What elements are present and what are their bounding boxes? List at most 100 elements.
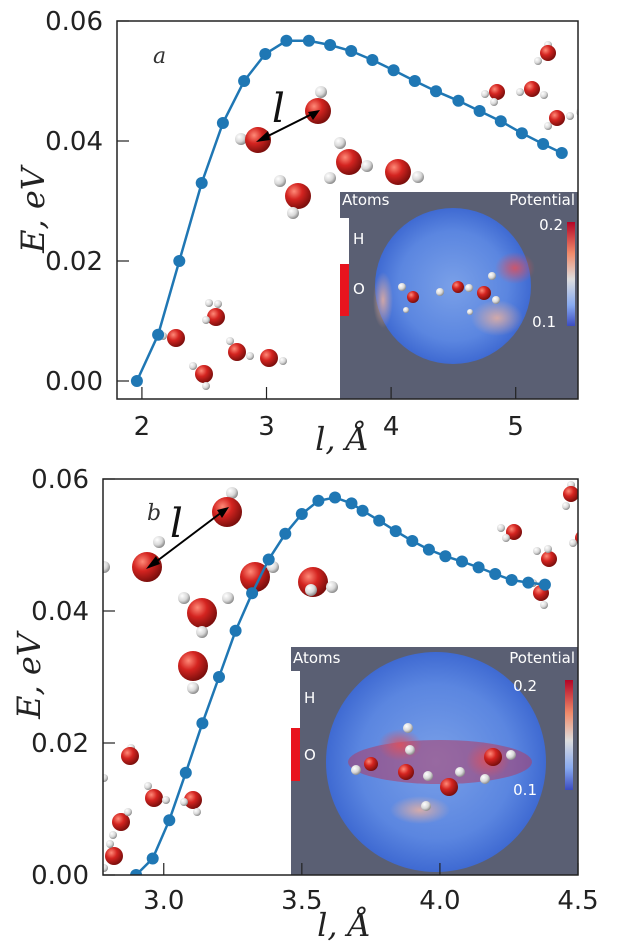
data-point [246,587,259,600]
data-point [473,105,486,117]
inset-atoms-label: Atoms [342,191,390,209]
y-tick-label: 0.06 [45,7,103,37]
data-point [262,553,275,566]
data-point [173,255,186,267]
data-point [537,138,550,150]
data-point [555,147,568,159]
y-tick-label: 0.02 [31,729,89,759]
data-point [146,852,159,865]
data-point [229,624,242,637]
data-point [515,127,528,140]
x-axis-label: l, Å [315,420,369,458]
data-point [312,494,325,507]
inset-h-label: H [353,230,364,248]
data-point [345,497,358,510]
data-point [345,45,358,57]
y-tick-label: 0.04 [31,597,89,627]
data-point [373,514,386,527]
data-point [439,550,452,563]
data-point [302,34,315,47]
x-axis-label: l, Å [317,906,371,943]
data-point [387,64,400,77]
plot-frame [116,20,579,400]
data-point [408,75,421,87]
colorbar-max-label: 0.2 [539,216,563,234]
data-point [196,717,209,730]
data-point [279,527,292,540]
y-tick-label: 0.02 [45,247,103,277]
data-point [456,555,468,568]
panel-letter-b: b [147,501,161,526]
data-point [472,561,485,574]
inset-o-label: O [353,280,365,298]
data-point [522,576,535,589]
data-point [452,94,465,107]
x-tick-label: 2 [134,412,151,442]
inset-atoms-label: Atoms [293,649,341,667]
data-point [366,54,379,66]
y-tick-label: 0.00 [31,861,89,891]
y-axis-label: E, eV [14,164,52,254]
x-tick-label: 5 [507,412,524,442]
inset-potential-label: Potential [509,649,575,667]
x-tick-label: 3 [258,412,275,442]
data-point [295,508,308,520]
panel-letter-a: a [153,44,166,69]
y-tick-label: 0.06 [31,465,89,495]
potential-inset: Atoms Potential H O 0.2 0.1 [340,191,578,399]
data-point [494,115,507,128]
inset-potential-label: Potential [509,191,575,209]
data-point [130,869,143,875]
o-legend-swatch [291,728,300,781]
data-point [130,375,143,387]
data-point [329,491,341,504]
colorbar-min-label: 0.1 [532,313,556,331]
data-point [163,814,176,827]
data-point [389,525,402,538]
data-point [422,543,435,556]
data-point [280,34,293,47]
colorbar [565,680,573,790]
l-annotation-label: l [272,86,285,132]
inset-o-label: O [304,746,316,764]
inset-h-label: H [304,689,315,707]
o-legend-swatch [340,264,349,316]
h-legend-swatch [340,218,349,264]
data-point [505,574,518,586]
data-point [195,177,208,189]
data-point [238,75,251,87]
x-tick-label: 4.0 [419,886,460,916]
x-tick-label: 4.5 [557,886,598,916]
x-tick-label: 3.5 [281,886,322,916]
inset-atoms [398,272,500,315]
data-point [152,328,165,341]
data-point [356,504,369,517]
colorbar-max-label: 0.2 [513,677,537,695]
data-point [324,39,337,51]
y-axis-label: E, eV [10,630,48,720]
colorbar-min-label: 0.1 [513,781,537,799]
h-legend-swatch [291,671,300,728]
l-arrow-annotation [146,507,229,569]
x-tick-label: 4 [383,412,400,442]
x-tick-label: 3.0 [143,886,184,916]
colorbar [567,222,575,326]
panel-b: Atoms Potential H O 0.2 0.1 3.0 3.5 4.0 4.5… [10,465,599,943]
data-point [538,578,551,591]
y-tick-label: 0.04 [45,127,103,157]
data-point [430,85,442,98]
molecule-illustration [159,41,578,390]
data-point [213,671,225,683]
potential-inset: Atoms Potential H O 0.2 0.1 [291,647,578,875]
data-point [489,568,502,580]
inset-atoms [351,723,516,811]
y-tick-label: 0.00 [45,367,103,397]
plot-frame [102,478,579,876]
data-point [259,48,272,60]
data-point [406,535,419,547]
panel-a: Atoms Potential H O 0.2 0.1 2 3 4 5 0.00 0.02… [14,7,579,458]
data-point [216,117,229,129]
l-annotation-label: l [170,501,183,547]
l-arrow-annotation [256,110,320,142]
